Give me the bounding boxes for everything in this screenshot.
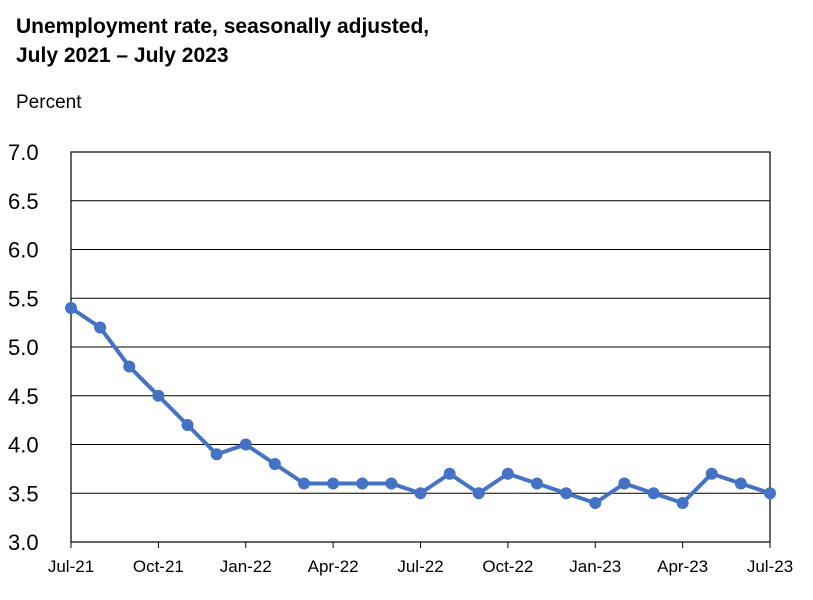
data-point-2021-09: [123, 360, 136, 373]
data-point-2021-10: [152, 389, 165, 402]
data-point-2023-01: [589, 497, 602, 509]
data-point-2022-10: [501, 467, 514, 480]
data-point-2022-11: [531, 477, 543, 490]
data-point-2022-01: [239, 438, 252, 451]
data-point-2022-09: [472, 487, 485, 500]
y-axis-label: Percent: [16, 92, 82, 113]
data-point-2023-04: [676, 497, 689, 509]
data-point-2022-02: [268, 458, 281, 470]
y-tick-label-4.0: 4.0: [8, 433, 39, 458]
chart-title-line2: July 2021 – July 2023: [16, 44, 229, 67]
x-tick-label-Jan-23: Jan-23: [569, 557, 621, 576]
x-tick-label-Jul-23: Jul-23: [747, 557, 793, 576]
chart-title: Unemployment rate, seasonally adjusted, …: [16, 12, 429, 70]
data-point-2022-03: [298, 477, 310, 490]
y-tick-label-7.0: 7.0: [8, 140, 39, 165]
x-tick-label-Apr-22: Apr-22: [308, 557, 359, 576]
data-point-2022-12: [560, 487, 573, 500]
data-point-2023-06: [734, 477, 747, 490]
data-point-2021-12: [210, 448, 223, 461]
data-point-2021-11: [181, 419, 194, 431]
data-point-2022-05: [356, 477, 369, 490]
data-point-2023-05: [705, 467, 718, 480]
data-point-2022-04: [327, 477, 340, 490]
y-tick-label-3.0: 3.0: [8, 530, 39, 555]
x-tick-label-Jul-21: Jul-21: [48, 557, 94, 576]
data-point-2022-06: [385, 477, 398, 490]
x-tick-label-Jan-22: Jan-22: [220, 557, 272, 576]
series-line: [69, 306, 772, 505]
x-tick-label-Apr-23: Apr-23: [657, 557, 708, 576]
y-tick-label-6.0: 6.0: [8, 238, 39, 263]
chart-title-line1: Unemployment rate, seasonally adjusted,: [16, 15, 430, 38]
y-tick-label-3.5: 3.5: [8, 481, 39, 506]
data-point-2023-03: [647, 487, 660, 500]
y-tick-label-5.0: 5.0: [8, 335, 39, 360]
y-tick-label-4.5: 4.5: [8, 384, 39, 409]
x-tick-label-Oct-21: Oct-21: [133, 557, 184, 576]
y-tick-label-5.5: 5.5: [8, 286, 39, 311]
data-point-2022-07: [414, 487, 427, 500]
data-point-2021-07: [65, 302, 77, 314]
x-tick-label-Jul-22: Jul-22: [397, 557, 443, 576]
data-point-2022-08: [443, 467, 456, 480]
data-point-2023-02: [618, 477, 631, 490]
x-tick-label-Oct-22: Oct-22: [482, 557, 533, 576]
y-tick-label-6.5: 6.5: [8, 189, 39, 214]
data-point-2023-07: [764, 487, 776, 500]
data-point-2021-08: [94, 321, 107, 334]
